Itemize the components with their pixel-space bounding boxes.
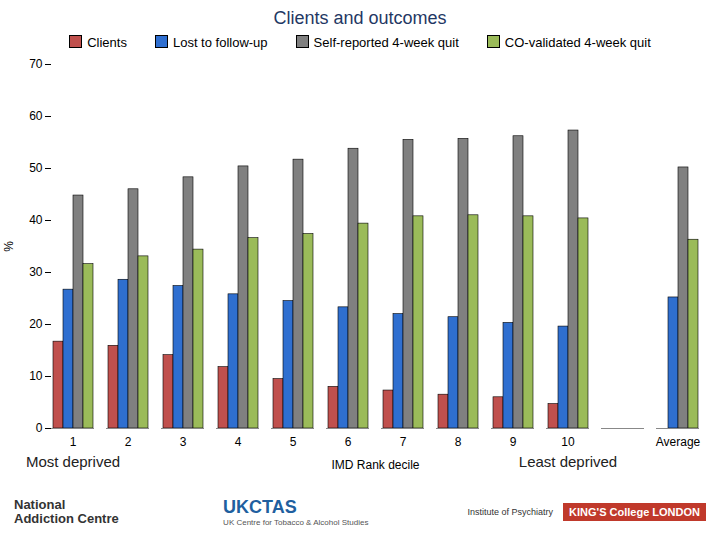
svg-text:10: 10 — [29, 369, 43, 383]
svg-text:40: 40 — [29, 213, 43, 227]
svg-text:8: 8 — [455, 435, 462, 449]
html-text:Clients: Clients — [87, 34, 127, 50]
html-text:UKCTAS: UKCTAS — [223, 497, 297, 517]
svg-text:4: 4 — [235, 435, 242, 449]
svg-text:0: 0 — [36, 421, 43, 435]
svg-text:Most deprived: Most deprived — [26, 453, 120, 470]
svg-text:Average: Average — [656, 435, 701, 449]
html-text:KING'S College LONDON: KING'S College LONDON — [569, 506, 700, 518]
html-text:Lost to follow-up: Lost to follow-up — [172, 34, 268, 50]
html-text:National Addiction Centre: National Addiction Centre — [14, 497, 119, 526]
html-text:CO-validated 4-week quit: CO-validated 4-week quit — [504, 34, 651, 50]
svg-text:2: 2 — [125, 435, 132, 449]
svg-text:50: 50 — [29, 161, 43, 175]
svg-text:IMD Rank decile: IMD Rank decile — [331, 458, 419, 472]
svg-text:70: 70 — [29, 57, 43, 71]
svg-text:6: 6 — [345, 435, 352, 449]
svg-text:10: 10 — [561, 435, 575, 449]
svg-text:7: 7 — [400, 435, 407, 449]
svg-text:60: 60 — [29, 109, 43, 123]
svg-text:%: % — [2, 241, 16, 252]
svg-text:30: 30 — [29, 265, 43, 279]
svg-text:Least deprived: Least deprived — [519, 453, 617, 470]
svg-text:20: 20 — [29, 317, 43, 331]
svg-text:9: 9 — [510, 435, 517, 449]
html-text:Clients and outcomes: Clients and outcomes — [273, 8, 447, 28]
html-text:UK Centre for Tobacco & Alcoho: UK Centre for Tobacco & Alcohol Studies — [223, 518, 369, 527]
svg-text:5: 5 — [290, 435, 297, 449]
svg-text:3: 3 — [180, 435, 187, 449]
svg-text:1: 1 — [70, 435, 77, 449]
html-text:Institute of Psychiatry: Institute of Psychiatry — [467, 507, 553, 517]
html-text:Self-reported 4-week quit: Self-reported 4-week quit — [313, 34, 459, 50]
